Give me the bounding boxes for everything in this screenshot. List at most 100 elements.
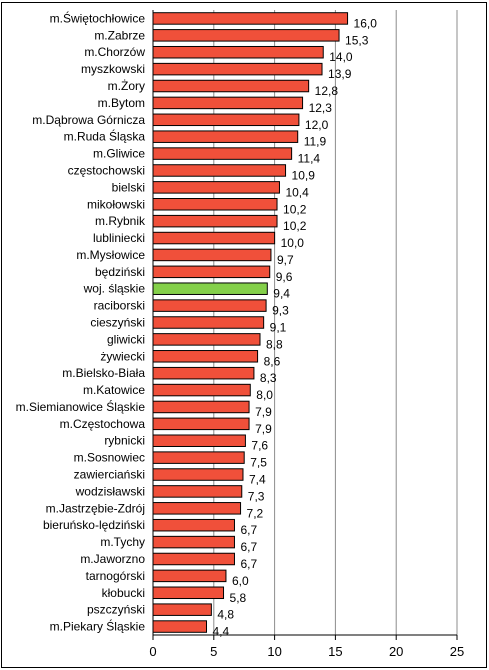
category-label-32: m.Jaworzno — [80, 552, 145, 566]
bar-31 — [152, 535, 235, 549]
category-label-23: m.Siemianowice Śląskie — [16, 399, 146, 414]
category-label-1: m.Zabrze — [94, 28, 145, 42]
value-label-26: 7,5 — [250, 456, 267, 470]
bar-12 — [152, 214, 278, 228]
category-label-30: bieruńsko-lędziński — [43, 518, 145, 532]
category-label-4: m.Żory — [108, 79, 145, 93]
category-label-20: żywiecki — [100, 349, 145, 363]
category-label-15: będziński — [95, 265, 145, 279]
value-label-28: 7,3 — [248, 489, 265, 503]
bar-1 — [152, 29, 340, 42]
value-label-32: 6,7 — [240, 557, 257, 571]
category-label-35: pszczyński — [87, 603, 145, 617]
bar-2 — [152, 45, 324, 59]
category-label-16: woj. śląskie — [83, 282, 146, 296]
value-label-0: 16,0 — [354, 16, 378, 30]
value-label-33: 6,0 — [232, 574, 249, 588]
bar-30 — [152, 518, 235, 532]
category-label-13: lubliniecki — [93, 231, 145, 245]
bar-27 — [152, 468, 244, 481]
value-label-3: 13,9 — [328, 67, 352, 81]
bar-18 — [152, 316, 265, 329]
category-label-2: m.Chorzów — [84, 45, 145, 59]
bar-9 — [152, 164, 287, 177]
value-label-2: 14,0 — [329, 50, 353, 64]
x-tick-label-1: 5 — [210, 644, 217, 659]
value-label-23: 7,9 — [255, 405, 272, 419]
bar-6 — [152, 113, 300, 127]
category-label-14: m.Mysłowice — [76, 248, 145, 262]
value-label-19: 8,8 — [266, 337, 283, 351]
value-label-5: 12,3 — [309, 101, 333, 115]
x-tick-label-0: 0 — [149, 644, 156, 659]
bar-33 — [152, 569, 227, 583]
category-label-18: cieszyński — [90, 316, 145, 330]
value-label-27: 7,4 — [249, 473, 266, 487]
bar-4 — [152, 79, 310, 93]
value-label-16: 9,4 — [273, 287, 290, 301]
bar-8 — [152, 147, 293, 160]
bar-35 — [152, 603, 212, 616]
bar-16 — [152, 282, 268, 295]
bar-23 — [152, 400, 250, 414]
value-label-9: 10,9 — [292, 168, 316, 182]
bar-22 — [152, 383, 251, 397]
category-label-11: mikołowski — [87, 197, 145, 211]
value-label-6: 12,0 — [305, 118, 329, 132]
bar-13 — [152, 231, 276, 245]
value-label-30: 6,7 — [240, 523, 257, 537]
value-label-24: 7,9 — [255, 422, 272, 436]
bar-14 — [152, 248, 272, 262]
value-label-29: 7,2 — [247, 506, 264, 520]
category-label-29: m.Jastrzębie-Zdrój — [46, 501, 145, 515]
category-label-21: m.Bielsko-Biała — [62, 366, 145, 380]
category-label-34: kłobucki — [102, 586, 145, 600]
value-label-8: 11,4 — [298, 152, 321, 166]
value-label-18: 9,1 — [270, 321, 287, 335]
bar-20 — [152, 350, 259, 363]
value-label-17: 9,3 — [272, 304, 289, 318]
x-tick-label-4: 20 — [389, 644, 403, 659]
value-label-20: 8,6 — [264, 354, 281, 368]
value-label-13: 10,0 — [281, 236, 305, 250]
bar-17 — [152, 299, 267, 312]
category-label-3: myszkowski — [81, 62, 145, 76]
bar-3 — [152, 62, 323, 76]
bar-11 — [152, 198, 278, 211]
value-label-14: 9,7 — [277, 253, 294, 267]
category-label-28: wodzisławski — [75, 484, 145, 498]
bar-0 — [152, 12, 349, 25]
category-label-5: m.Bytom — [98, 96, 145, 110]
value-label-21: 8,3 — [260, 371, 277, 385]
category-label-17: raciborski — [94, 299, 145, 313]
category-label-7: m.Ruda Śląska — [64, 129, 146, 144]
value-label-31: 6,7 — [240, 540, 257, 554]
category-label-31: m.Tychy — [100, 535, 145, 549]
category-label-24: m.Częstochowa — [60, 417, 146, 431]
category-label-9: częstochowski — [68, 163, 145, 177]
category-label-0: m.Świętochłowice — [50, 10, 146, 25]
category-label-26: m.Sosnowiec — [74, 451, 145, 465]
x-tick-label-5: 25 — [450, 644, 464, 659]
x-tick-label-3: 15 — [328, 644, 342, 659]
category-label-6: m.Dąbrowa Górnicza — [32, 113, 145, 127]
value-label-35: 4,8 — [217, 608, 234, 622]
value-label-25: 7,6 — [251, 439, 268, 453]
category-label-36: m.Piekary Śląskie — [50, 619, 146, 634]
bar-34 — [152, 586, 225, 600]
bar-21 — [152, 366, 255, 380]
value-label-22: 8,0 — [256, 388, 273, 402]
category-label-8: m.Gliwice — [93, 147, 145, 161]
bar-7 — [152, 130, 299, 143]
value-label-36: 4,4 — [213, 625, 230, 639]
bar-25 — [152, 434, 246, 447]
bar-15 — [152, 265, 271, 279]
bar-5 — [152, 96, 304, 110]
bar-26 — [152, 451, 245, 464]
value-label-10: 10,4 — [285, 185, 309, 199]
bar-36 — [152, 620, 208, 633]
category-label-10: bielski — [112, 180, 145, 194]
category-label-27: zawierciański — [74, 468, 145, 482]
